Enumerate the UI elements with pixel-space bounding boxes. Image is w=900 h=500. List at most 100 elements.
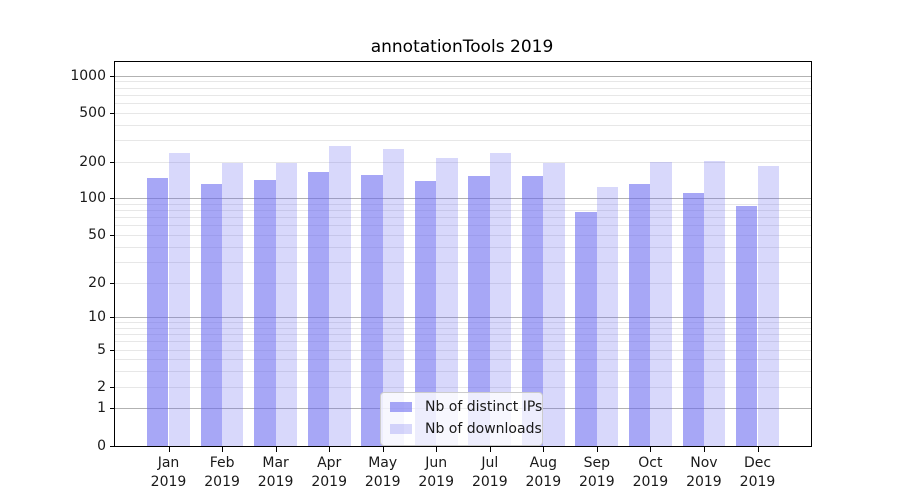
y-tick-label: 50 <box>88 227 106 243</box>
bar-distinct-ips <box>147 177 169 446</box>
bar-downloads <box>222 163 244 446</box>
y-tick-label: 2 <box>97 378 106 395</box>
minor-gridline <box>115 139 811 141</box>
bar-downloads <box>703 160 726 446</box>
bar-distinct-ips <box>361 175 383 446</box>
bar-distinct-ips <box>682 193 704 446</box>
y-tick-mark <box>110 161 114 163</box>
y-tick-mark <box>110 408 114 410</box>
x-tick-label: Feb 2019 <box>204 455 240 490</box>
legend-swatch-downloads <box>390 424 412 435</box>
minor-gridline <box>115 349 811 351</box>
x-tick-mark <box>489 447 491 452</box>
minor-gridline <box>115 386 811 388</box>
x-tick-mark <box>703 447 705 452</box>
x-tick-label: Oct 2019 <box>632 455 669 490</box>
minor-gridline <box>115 359 811 361</box>
y-tick-label: 100 <box>79 190 106 207</box>
x-tick-label: Dec 2019 <box>739 455 776 490</box>
bar-downloads <box>650 161 672 446</box>
bar-distinct-ips <box>521 175 544 446</box>
bar-downloads <box>382 148 405 446</box>
x-tick-label: Jan 2019 <box>150 455 187 490</box>
bar-distinct-ips <box>200 184 223 446</box>
bar-downloads <box>168 152 190 446</box>
x-tick-label: Apr 2019 <box>311 455 348 490</box>
bar-downloads <box>489 152 512 446</box>
x-tick-mark <box>168 447 170 452</box>
legend: Nb of distinct IPs Nb of downloads <box>380 392 543 446</box>
x-tick-label: Nov 2019 <box>686 455 722 490</box>
y-tick-label: 200 <box>79 153 106 170</box>
bar-downloads <box>543 163 565 446</box>
bar-distinct-ips <box>307 172 330 446</box>
minor-gridline <box>115 124 811 126</box>
y-tick-mark <box>110 386 114 388</box>
x-tick-mark <box>329 447 331 452</box>
major-gridline <box>115 317 811 319</box>
y-tick-label: 5 <box>97 341 106 358</box>
chart-title: annotationTools 2019 <box>370 37 554 57</box>
bar-distinct-ips <box>414 180 437 446</box>
major-gridline <box>115 75 811 77</box>
y-tick-mark <box>110 445 114 447</box>
x-tick-mark <box>275 447 277 452</box>
y-tick-mark <box>110 75 114 77</box>
x-tick-label: Mar 2019 <box>257 455 294 490</box>
x-tick-mark <box>650 447 652 452</box>
legend-item-downloads: Nb of downloads <box>390 421 542 438</box>
legend-swatch-distinct-ips <box>390 402 412 413</box>
bar-distinct-ips <box>468 176 490 446</box>
x-tick-label: Aug 2019 <box>525 455 562 490</box>
y-tick-mark <box>110 349 114 351</box>
major-gridline <box>115 198 811 200</box>
x-tick-label: May 2019 <box>364 455 401 490</box>
minor-gridline <box>115 235 811 236</box>
bar-downloads <box>596 187 619 446</box>
minor-gridline <box>115 261 811 263</box>
minor-gridline <box>115 246 811 248</box>
x-tick-label: Jul 2019 <box>471 455 508 490</box>
minor-gridline <box>115 102 811 104</box>
minor-gridline <box>115 371 811 373</box>
x-tick-label: Jun 2019 <box>418 455 455 490</box>
x-tick-mark <box>436 447 438 452</box>
y-tick-label: 10 <box>88 309 106 326</box>
minor-gridline <box>115 225 811 227</box>
x-tick-mark <box>596 447 598 452</box>
y-tick-label: 1 <box>97 400 106 417</box>
minor-gridline <box>115 161 811 163</box>
bar-downloads <box>757 166 779 446</box>
minor-gridline <box>115 87 811 89</box>
minor-gridline <box>115 112 811 114</box>
y-tick-mark <box>110 235 114 236</box>
legend-label-distinct-ips: Nb of distinct IPs <box>425 399 543 415</box>
plot-area: Nb of distinct IPs Nb of downloads Jan 2… <box>70 61 812 490</box>
minor-gridline <box>115 94 811 96</box>
minor-gridline <box>115 282 811 284</box>
minor-gridline <box>115 217 811 219</box>
y-tick-label: 500 <box>79 104 106 121</box>
minor-gridline <box>115 327 811 329</box>
y-tick-label: 0 <box>97 437 106 454</box>
bar-distinct-ips <box>575 211 597 446</box>
y-tick-mark <box>110 112 114 114</box>
minor-gridline <box>115 334 811 336</box>
x-tick-mark <box>757 447 759 452</box>
bar-distinct-ips <box>254 180 276 446</box>
y-tick-mark <box>110 317 114 319</box>
y-tick-label: 20 <box>88 274 106 291</box>
x-tick-mark <box>222 447 224 452</box>
y-tick-label: 1000 <box>70 67 106 84</box>
minor-gridline <box>115 81 811 83</box>
y-tick-mark <box>110 198 114 200</box>
bar-distinct-ips <box>629 184 651 446</box>
minor-gridline <box>115 322 811 324</box>
legend-label-downloads: Nb of downloads <box>425 420 542 437</box>
legend-item-distinct-ips: Nb of distinct IPs <box>390 399 542 416</box>
x-tick-label: Sep 2019 <box>578 455 615 490</box>
bar-distinct-ips <box>736 205 758 446</box>
x-tick-mark <box>382 447 384 452</box>
minor-gridline <box>115 341 811 343</box>
